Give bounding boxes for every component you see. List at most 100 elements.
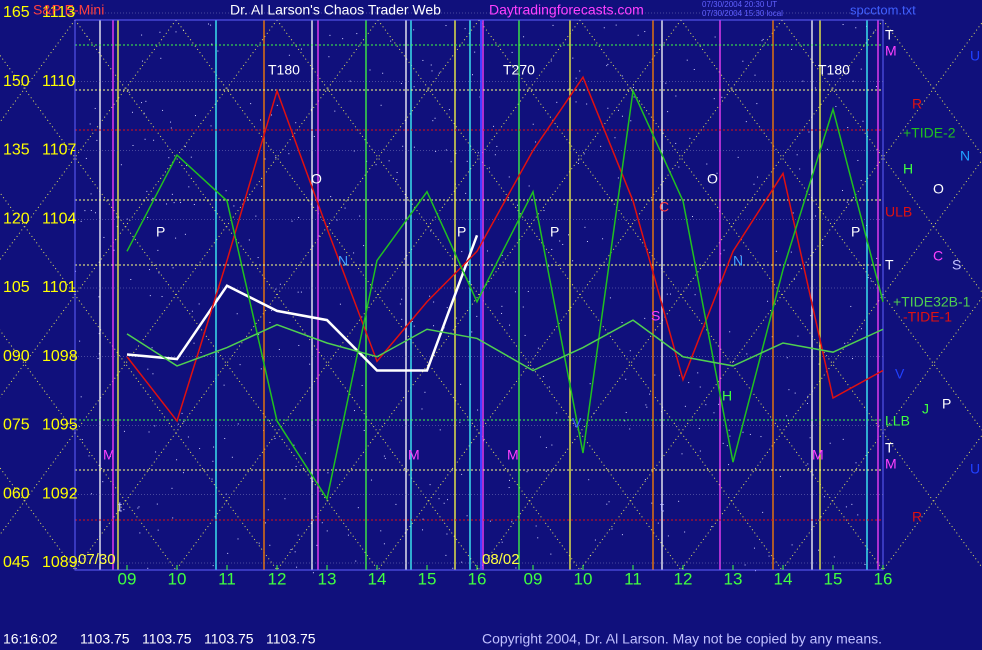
- star: [158, 272, 160, 274]
- star: [298, 344, 300, 346]
- star: [551, 444, 553, 446]
- star: [654, 374, 656, 376]
- star: [562, 243, 564, 245]
- star: [275, 157, 277, 159]
- star: [713, 412, 715, 414]
- star: [103, 236, 105, 238]
- star: [239, 364, 241, 366]
- star: [527, 290, 529, 292]
- instrument: S&P E-Mini: [33, 2, 104, 18]
- star: [188, 186, 190, 188]
- star: [78, 561, 80, 563]
- star: [329, 34, 331, 36]
- star: [363, 245, 365, 247]
- right-label: S: [952, 257, 961, 273]
- star: [445, 554, 447, 556]
- star: [90, 493, 92, 495]
- star: [511, 51, 513, 53]
- right-label: P: [942, 396, 951, 412]
- star: [621, 115, 623, 117]
- legend-entry: -TIDE-1: [903, 309, 952, 325]
- star: [180, 201, 182, 203]
- star: [461, 473, 463, 475]
- star: [842, 189, 844, 191]
- right-label: M: [885, 456, 897, 472]
- star: [438, 498, 440, 500]
- star: [401, 318, 403, 320]
- star: [823, 496, 825, 498]
- star: [862, 120, 864, 122]
- star: [847, 127, 849, 129]
- star: [532, 123, 534, 125]
- star: [728, 464, 730, 466]
- star: [644, 479, 646, 481]
- star: [818, 549, 820, 551]
- star: [822, 244, 824, 246]
- star: [568, 234, 570, 236]
- y2-tick-label: 045: [3, 554, 30, 571]
- marker: M: [103, 447, 115, 463]
- star: [667, 535, 669, 537]
- star: [126, 218, 128, 220]
- x-tick-label: 09: [524, 569, 543, 588]
- file-name: spcctom.txt: [850, 2, 916, 17]
- star: [237, 423, 239, 425]
- star: [644, 31, 646, 33]
- star: [694, 294, 696, 296]
- star: [488, 167, 490, 169]
- marker: H: [722, 388, 732, 404]
- star: [162, 109, 164, 111]
- star: [388, 160, 390, 162]
- x-tick-label: 15: [824, 569, 843, 588]
- star: [607, 107, 609, 109]
- star: [660, 198, 662, 200]
- star: [375, 164, 377, 166]
- star: [471, 331, 473, 333]
- star: [336, 219, 338, 221]
- star: [545, 447, 547, 449]
- star: [621, 534, 623, 536]
- star: [411, 320, 413, 322]
- star: [170, 127, 172, 129]
- y-tick-label: 1089: [42, 554, 78, 571]
- star: [875, 86, 877, 88]
- star: [786, 357, 788, 359]
- star: [548, 386, 550, 388]
- star: [109, 456, 111, 458]
- star: [210, 24, 212, 26]
- star: [353, 252, 355, 254]
- marker: T180: [268, 62, 300, 78]
- star: [489, 520, 491, 522]
- star: [718, 403, 720, 405]
- star: [146, 190, 148, 192]
- star: [400, 82, 402, 84]
- star: [210, 125, 212, 127]
- star: [501, 254, 503, 256]
- y-tick-label: 1101: [42, 279, 77, 296]
- y-tick-label: 1104: [42, 210, 77, 227]
- star: [559, 240, 561, 242]
- star: [154, 425, 156, 427]
- star: [496, 145, 498, 147]
- star: [522, 306, 524, 308]
- star: [294, 551, 296, 553]
- star: [722, 442, 724, 444]
- legend-entry: +TIDE32B-1: [893, 294, 971, 310]
- right-label: O: [933, 181, 944, 197]
- star: [339, 303, 341, 305]
- marker: T270: [503, 62, 535, 78]
- star: [508, 487, 510, 489]
- star: [786, 415, 788, 417]
- star: [501, 305, 503, 307]
- star: [860, 328, 862, 330]
- marker: P: [457, 224, 466, 240]
- star: [691, 216, 693, 218]
- marker: C: [659, 199, 669, 215]
- star: [699, 450, 701, 452]
- star: [791, 544, 793, 546]
- right-label: M: [885, 43, 897, 59]
- star: [586, 241, 588, 243]
- star: [184, 146, 186, 148]
- diagonal: [478, 19, 884, 571]
- marker: P: [550, 224, 559, 240]
